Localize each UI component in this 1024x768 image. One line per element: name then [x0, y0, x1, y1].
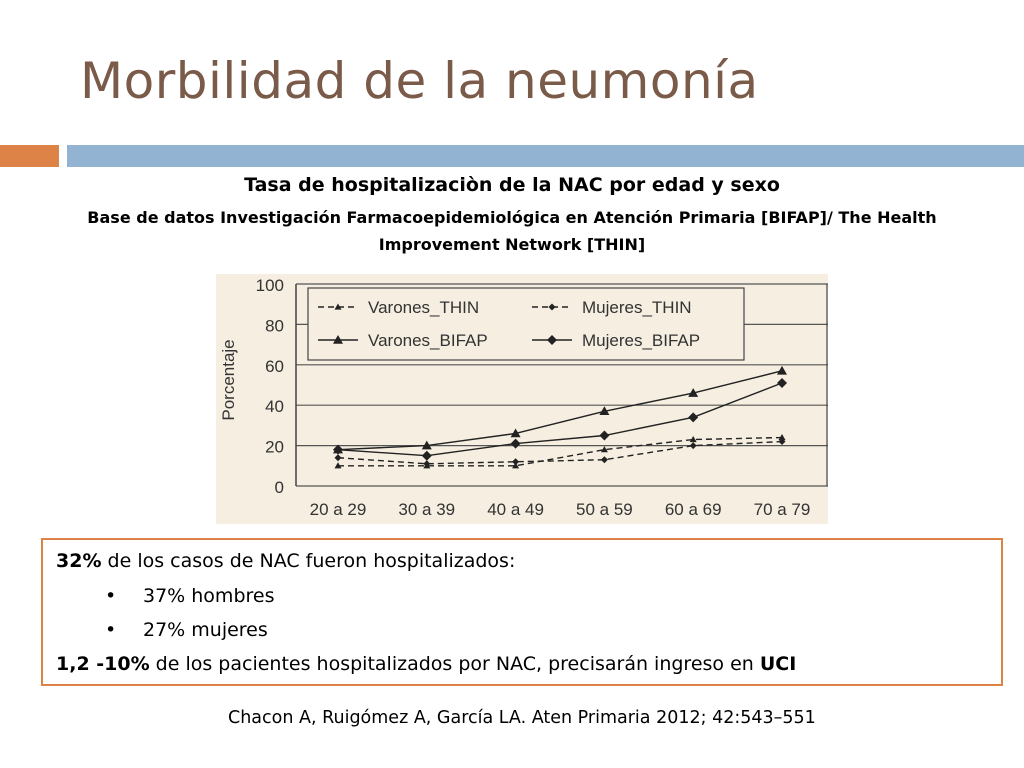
bullet-text-men: 37% hombres	[143, 585, 275, 607]
data-point-marker	[334, 454, 342, 462]
data-point-marker	[599, 406, 610, 416]
data-point-marker	[423, 460, 431, 468]
data-point-marker	[778, 438, 786, 446]
data-point-marker	[510, 438, 521, 449]
x-tick-label: 30 a 39	[398, 500, 455, 519]
bullet-item: • 27% mujeres	[105, 619, 268, 641]
legend-marker	[334, 303, 342, 310]
bullet-icon: •	[105, 585, 117, 607]
bullet-item: • 37% hombres	[105, 585, 275, 607]
legend-label: Mujeres_BIFAP	[582, 331, 700, 350]
line-chart: 0 20 40 60 80 100 Porcentaje 20 a 29 30 a 39 40 a…	[219, 276, 828, 519]
x-tick-label: 50 a 59	[576, 500, 633, 519]
legend-label: Mujeres_THIN	[582, 298, 692, 317]
legend-marker	[547, 335, 557, 345]
data-point-marker	[334, 462, 342, 469]
series-line	[338, 436, 783, 467]
data-point-marker	[600, 446, 608, 453]
accent-bar-blue	[67, 145, 1024, 167]
accent-bar-orange	[0, 145, 59, 167]
y-tick-label: 60	[265, 357, 284, 376]
legend-marker	[548, 303, 556, 311]
info-line-hospitalized: 32% de los casos de NAC fueron hospitali…	[56, 550, 515, 572]
y-axis-label: Porcentaje	[219, 339, 238, 420]
data-point-marker	[421, 440, 432, 450]
data-point-marker	[421, 450, 432, 461]
x-tick-label: 40 a 49	[487, 500, 544, 519]
x-tick-label: 60 a 69	[665, 500, 722, 519]
data-point-marker	[777, 365, 787, 375]
info-text-hospitalized: de los casos de NAC fueron hospitalizado…	[101, 550, 516, 572]
bullet-icon: •	[105, 619, 117, 641]
data-point-marker	[689, 442, 697, 450]
info-box: 32% de los casos de NAC fueron hospitali…	[41, 538, 1003, 686]
series-line	[337, 382, 783, 457]
data-point-marker	[777, 377, 787, 388]
chart-source-subtitle: Base de datos Investigación Farmacoepide…	[87, 208, 937, 254]
info-text-icu: de los pacientes hospitalizados por NAC,…	[149, 653, 760, 675]
y-tick-label: 80	[265, 316, 284, 335]
data-point-marker	[599, 430, 610, 441]
data-point-marker	[688, 412, 699, 423]
x-tick-label: 70 a 79	[754, 500, 811, 519]
y-tick-label: 40	[265, 397, 284, 416]
slide-title: Morbilidad de la neumonía	[80, 52, 759, 110]
data-point-marker	[333, 444, 343, 455]
legend-marker	[333, 335, 343, 344]
chart-subtitle: Tasa de hospitalizaciòn de la NAC por ed…	[244, 174, 780, 196]
legend-box	[307, 287, 745, 361]
info-percent-hospitalized: 32%	[56, 550, 102, 572]
data-point-marker	[778, 434, 786, 441]
data-point-marker	[512, 458, 520, 466]
y-tick-label: 20	[265, 438, 284, 457]
info-percent-icu: 1,2 -10%	[56, 653, 150, 675]
y-tick-label: 0	[275, 478, 284, 497]
y-tick-label: 100	[256, 276, 284, 295]
series-line	[337, 440, 783, 465]
data-point-marker	[688, 388, 699, 397]
bullet-text-women: 27% mujeres	[143, 619, 268, 641]
legend-label: Varones_BIFAP	[368, 331, 488, 350]
chart-area: 0 20 40 60 80 100 Porcentaje 20 a 29 30 a 39 40 a…	[216, 274, 828, 524]
legend-label: Varones_THIN	[368, 298, 479, 317]
info-line-icu: 1,2 -10% de los pacientes hospitalizados…	[56, 653, 796, 675]
data-point-marker	[600, 456, 608, 464]
series-line	[337, 370, 783, 451]
data-point-marker	[510, 428, 521, 438]
info-icu-label: UCI	[759, 653, 797, 675]
x-tick-label: 20 a 29	[310, 500, 367, 519]
data-point-marker	[689, 436, 697, 443]
data-point-marker	[512, 462, 520, 469]
citation: Chacon A, Ruigómez A, García LA. Aten Pr…	[228, 708, 816, 728]
